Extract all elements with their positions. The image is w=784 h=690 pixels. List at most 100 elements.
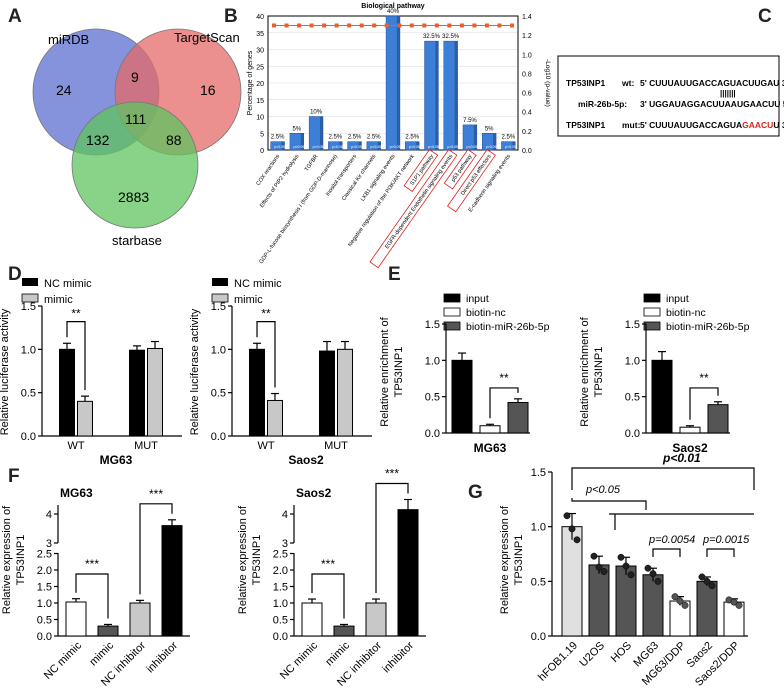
b-bar-shade-12 <box>512 141 516 150</box>
panel-f-saos2-chart: 0.0 0.5 1.0 1.5 2.0 2.53 4 Relative expression … <box>237 467 426 689</box>
d1-bar-nc-mimic-0 <box>59 348 75 437</box>
g-annotation-0: p<0.01 <box>662 451 701 465</box>
b-ytick-label-5: 25 <box>256 64 264 71</box>
g-point-0-2 <box>573 536 581 544</box>
g-point-5-2 <box>708 582 716 590</box>
g-bar-hfob1-19 <box>561 526 583 637</box>
b-bar-ptext-9: p>0.05 <box>447 145 458 149</box>
g-annotation-1: p<0.05 <box>585 484 621 496</box>
f1-category-label-1: mimic <box>87 639 116 668</box>
e2-ytick-label-0: 0.0 <box>625 428 640 440</box>
d1-ylabel: Relative luciferase activity <box>0 308 11 435</box>
e1-ytick-label-2: 1.0 <box>425 355 440 367</box>
g-ytick-label-0: 0.0 <box>531 631 546 643</box>
b-bar-value-12: 2.5% <box>502 135 516 141</box>
panel-label-e: E <box>388 264 401 285</box>
e2-legend-label-1: biotin-nc <box>666 307 706 319</box>
d1-legend-label-0: NC mimic <box>44 278 92 290</box>
e2-significance-bracket <box>689 387 719 420</box>
d1-significance-label: ** <box>71 307 81 321</box>
b-bar-ptext-3: p>0.05 <box>332 145 343 149</box>
d2-bar-nc-mimic-1 <box>319 350 335 437</box>
e1-ytick-label-0: 0.0 <box>425 428 440 440</box>
e2-bar-input <box>651 359 673 434</box>
seq-mut-sequence: 5' CUUUAUUGACCAGUAGAACUU 3' <box>640 120 784 130</box>
e1-significance-label: ** <box>499 371 509 385</box>
b-bar-value-1: 5% <box>293 126 302 132</box>
venn-count-mirdb-only: 24 <box>56 82 72 98</box>
sequence-box: TP53INP1 wt: 5' CUUUAUUGACCAGUACUUGAU 3'… <box>557 55 784 137</box>
e2-title: Saos2 <box>672 441 708 455</box>
b-pvalue-marker-9 <box>384 23 389 28</box>
d1-ytick-label-1: 0.5 <box>21 388 36 400</box>
b-category-highlight-10 <box>443 148 477 190</box>
b-y2tick-label-3: 0.6 <box>522 91 532 98</box>
f2-ytick-label-1: 0.5 <box>273 615 288 627</box>
venn-count-starbase-only: 2883 <box>118 189 149 205</box>
b-bar-value-2: 10% <box>310 110 323 116</box>
d2-bar-mimic-1 <box>337 348 353 437</box>
b-bar-shade-1 <box>300 133 304 150</box>
b-pvalue-marker-18 <box>497 23 502 28</box>
f2-significance-bracket-0 <box>311 573 345 619</box>
f1-ytick-label-2: 1.0 <box>37 598 52 610</box>
b-ytick-label-1: 5 <box>260 131 264 138</box>
g-bracket-overall <box>571 467 755 490</box>
e2-ylabel-line2: TP53INP1 <box>593 347 605 398</box>
d2-ytick-label-0: 0.0 <box>211 431 226 443</box>
seq-wt-label: TP53INP1 <box>566 78 605 88</box>
b-ytick-label-3: 15 <box>256 98 264 105</box>
b-bar-value-6: 40% <box>387 9 400 15</box>
f2-ytick-label-4: 2.0 <box>273 565 288 577</box>
b-bar-ptext-5: p>0.05 <box>370 145 381 149</box>
seq-mut-part3: U 3' <box>773 120 784 130</box>
d1-legend-swatch-1 <box>21 293 39 303</box>
seq-wt-sequence: 5' CUUUAUUGACCAGUACUUGAU 3' <box>640 78 784 88</box>
b-pvalue-marker-1 <box>284 23 289 28</box>
d1-legend-swatch-0 <box>22 278 38 286</box>
f2-ylabel-line2: TP53INP1 <box>251 535 263 586</box>
g-category-label-0: hFOB1.19 <box>536 640 580 684</box>
d1-ytick-label-0: 0.0 <box>21 431 36 443</box>
b-bar-value-4: 2.5% <box>348 135 362 141</box>
b-bar-shade-4 <box>358 141 362 150</box>
g-annotation-2: p=0.0054 <box>648 534 695 546</box>
d2-ytick-label-2: 1.0 <box>211 344 226 356</box>
b-pvalue-marker-6 <box>347 23 352 28</box>
e2-bar-biotin-nc <box>679 426 701 434</box>
b-pvalue-marker-5 <box>334 23 339 28</box>
f1-title: MG63 <box>60 486 93 500</box>
panel-label-c: C <box>758 6 772 27</box>
g-point-0-1 <box>568 525 576 533</box>
b-bar-value-0: 2.5% <box>271 135 285 141</box>
b-pvalue-marker-0 <box>272 23 276 28</box>
f1-category-label-0: NC mimic <box>42 639 85 682</box>
g-point-2-1 <box>622 562 630 570</box>
f1-significance-label-0: *** <box>85 557 99 571</box>
e1-significance-bracket <box>489 387 519 419</box>
e1-ylabel-line1: Relative enrichment of <box>379 316 391 426</box>
sequence-frame <box>557 55 780 137</box>
d1-ytick-label-3: 1.5 <box>21 301 36 313</box>
g-point-4-0 <box>671 593 679 601</box>
b-y2tick-label-0: 0.0 <box>522 148 532 155</box>
b-bar-6 <box>385 15 401 151</box>
b-pvalue-marker-4 <box>322 23 327 28</box>
b-bar-value-11: 5% <box>485 126 494 132</box>
e2-legend-label-2: biotin-miR-26b-5p <box>666 321 750 333</box>
f1-bar-nc-mimic <box>65 601 87 637</box>
d2-legend-label-0: NC mimic <box>234 278 282 290</box>
f1-ylabel-line2: TP53INP1 <box>15 535 27 586</box>
e1-legend-swatch-1 <box>443 307 461 317</box>
d1-group-label-1: MUT <box>134 440 158 452</box>
f1-significance-bracket-0 <box>75 573 109 619</box>
e1-legend-label-2: biotin-miR-26b-5p <box>466 321 550 333</box>
f2-bar-nc-inhibitor <box>365 602 387 637</box>
e2-legend-swatch-0 <box>643 293 661 303</box>
g-point-3-1 <box>649 570 657 578</box>
b-bar-ptext-10: p>0.05 <box>467 145 478 149</box>
e1-ylabel-line2: TP53INP1 <box>393 347 405 398</box>
seq-binding-bonds: ||||||| <box>720 89 736 98</box>
f1-bar-inhibitor <box>161 525 183 637</box>
